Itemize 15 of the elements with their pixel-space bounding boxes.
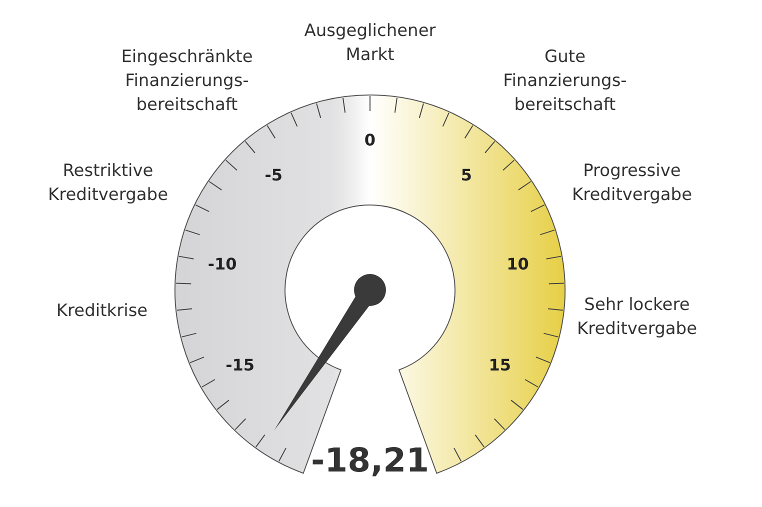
text: Sehr lockere Kreditvergabe: [576, 295, 698, 339]
text: -10: [208, 254, 237, 274]
text: 10: [506, 254, 529, 274]
text: Progressive Kreditvergabe: [572, 161, 692, 205]
text: -15: [226, 356, 255, 374]
text: -5: [264, 166, 282, 185]
text: Restriktive Kreditvergabe: [48, 161, 168, 205]
data-label: -18,21: [310, 440, 430, 480]
text: Ausgeglichener Markt: [304, 21, 436, 65]
text: 0: [364, 130, 376, 150]
text: 15: [488, 356, 512, 374]
text: Kreditkrise: [56, 301, 148, 321]
text: Gute Finanzierungs- bereitschaft: [503, 47, 627, 115]
text: Eingeschränkte Finanzierungs- bereitschaft: [121, 47, 253, 115]
text: 5: [460, 166, 472, 185]
